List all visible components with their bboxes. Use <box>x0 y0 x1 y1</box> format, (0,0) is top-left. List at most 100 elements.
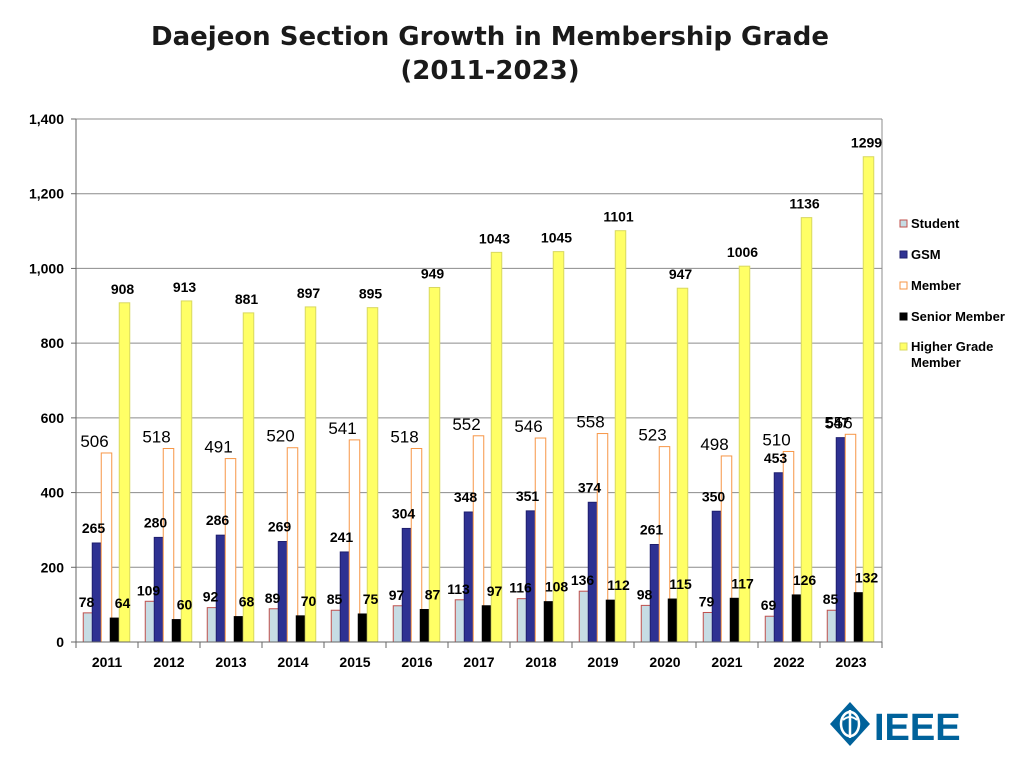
legend: Student GSM Member Senior Member Higher Grad… <box>899 216 1005 370</box>
data-label-student: 78 <box>79 594 95 610</box>
data-label-higher-grade-member: 897 <box>297 285 321 301</box>
data-label-student: 79 <box>699 593 715 609</box>
data-label-student: 85 <box>823 591 839 607</box>
data-label-member: 491 <box>204 438 232 457</box>
legend-label: GSM <box>911 247 941 262</box>
data-label-student: 98 <box>637 586 653 602</box>
bars <box>82 156 875 643</box>
data-label-gsm: 304 <box>392 505 416 521</box>
data-label-member: 518 <box>390 427 418 446</box>
x-tick-label: 2017 <box>463 654 494 670</box>
data-label-member: 518 <box>142 427 170 446</box>
legend-swatch <box>899 342 908 351</box>
data-label-gsm: 265 <box>82 520 106 536</box>
legend-label: Higher Grade Member <box>911 339 993 370</box>
bar-member-2014 <box>286 447 299 643</box>
data-label-senior-member: 68 <box>239 594 255 610</box>
data-label-student: 89 <box>265 590 281 606</box>
ieee-logo: IEEE <box>830 702 961 748</box>
data-label-student: 85 <box>327 591 343 607</box>
x-tick-label: 2023 <box>835 654 866 670</box>
data-label-senior-member: 87 <box>425 586 441 602</box>
data-label-student: 109 <box>137 582 161 598</box>
data-label-higher-grade-member: 1043 <box>479 230 510 246</box>
bar-member-2012 <box>162 447 175 643</box>
x-tick-label: 2011 <box>92 654 123 670</box>
data-label-higher-grade-member: 913 <box>173 279 197 295</box>
data-label-student: 92 <box>203 589 219 605</box>
data-label-student: 116 <box>509 580 532 596</box>
legend-swatch <box>899 219 908 228</box>
ieee-diamond-icon <box>830 702 870 746</box>
data-labels: 78 265 506 64 908 109 280 518 60 913 92 286 491 68 881… <box>79 135 883 613</box>
data-label-senior-member: 60 <box>177 597 193 613</box>
x-tick-label: 2012 <box>153 654 184 670</box>
legend-label: Senior Member <box>911 309 1005 324</box>
data-label-gsm: 351 <box>516 488 540 504</box>
legend-swatch <box>899 250 908 259</box>
y-tick-label: 1,000 <box>29 260 64 276</box>
legend-swatch <box>899 312 908 321</box>
data-label-gsm: 269 <box>268 519 292 535</box>
y-tick-label: 800 <box>41 335 65 351</box>
data-label-higher-grade-member: 881 <box>235 291 259 307</box>
data-label-gsm: 374 <box>578 479 602 495</box>
data-label-member: 523 <box>638 426 666 445</box>
chart-subtitle: (2011-2023) <box>400 56 580 86</box>
data-label-member: 552 <box>452 415 480 434</box>
data-label-gsm: 453 <box>764 450 788 466</box>
data-label-higher-grade-member: 908 <box>111 281 135 297</box>
bar-higher-grade-member-2012 <box>180 300 193 643</box>
x-tick-label: 2016 <box>401 654 432 670</box>
data-label-gsm: 280 <box>144 514 168 530</box>
x-tick-label: 2015 <box>339 654 370 670</box>
legend-label: Student <box>911 216 960 231</box>
data-label-student: 113 <box>447 581 470 597</box>
data-label-senior-member: 112 <box>607 577 630 593</box>
bar-member-2011 <box>100 452 113 643</box>
data-label-member: 498 <box>700 435 728 454</box>
data-label-gsm: 348 <box>454 489 478 505</box>
data-label-member: 510 <box>762 430 790 449</box>
data-label-senior-member: 75 <box>363 591 379 607</box>
data-label-student: 69 <box>761 597 777 613</box>
y-tick-label: 1,200 <box>29 186 64 202</box>
axes: 0 200 400 600 800 1,000 1,200 1,400 2011 2012 2013… <box>29 111 883 670</box>
bar-higher-grade-member-2011 <box>118 302 131 643</box>
data-label-higher-grade-member: 1045 <box>541 230 572 246</box>
y-tick-label: 1,400 <box>29 111 64 127</box>
data-label-higher-grade-member: 1136 <box>789 196 820 212</box>
data-label-senior-member: 97 <box>487 583 503 599</box>
legend-label: Member <box>911 278 961 293</box>
x-tick-label: 2020 <box>649 654 680 670</box>
chart-title-main: Daejeon Section Growth in Membership Gra… <box>151 22 829 52</box>
data-label-higher-grade-member: 949 <box>421 265 445 281</box>
data-label-higher-grade-member: 1299 <box>851 135 882 151</box>
x-tick-label: 2014 <box>277 654 308 670</box>
data-label-senior-member: 64 <box>115 595 131 611</box>
bar-higher-grade-member-2014 <box>304 306 317 643</box>
data-label-higher-grade-member: 947 <box>669 266 693 282</box>
data-label-senior-member: 115 <box>669 576 692 592</box>
data-label-member: 541 <box>328 419 356 438</box>
data-label-member: 556 <box>824 413 852 432</box>
x-tick-label: 2021 <box>711 654 742 670</box>
y-tick-label: 0 <box>56 634 64 650</box>
data-label-gsm: 286 <box>206 512 230 528</box>
data-label-member: 546 <box>514 417 542 436</box>
data-label-member: 520 <box>266 427 294 446</box>
data-label-student: 136 <box>571 572 595 588</box>
data-label-senior-member: 70 <box>301 593 317 609</box>
data-label-student: 97 <box>389 587 405 603</box>
ieee-logo-text: IEEE <box>874 707 961 748</box>
data-label-higher-grade-member: 1006 <box>727 244 758 260</box>
data-label-member: 506 <box>80 432 108 451</box>
data-label-senior-member: 108 <box>545 579 569 595</box>
y-tick-label: 400 <box>41 485 65 501</box>
data-label-member: 558 <box>576 413 604 432</box>
chart-title: Daejeon Section Growth in Membership Gra… <box>0 20 980 88</box>
data-label-higher-grade-member: 895 <box>359 286 383 302</box>
x-tick-label: 2019 <box>587 654 618 670</box>
bar-member-2013 <box>224 458 237 643</box>
